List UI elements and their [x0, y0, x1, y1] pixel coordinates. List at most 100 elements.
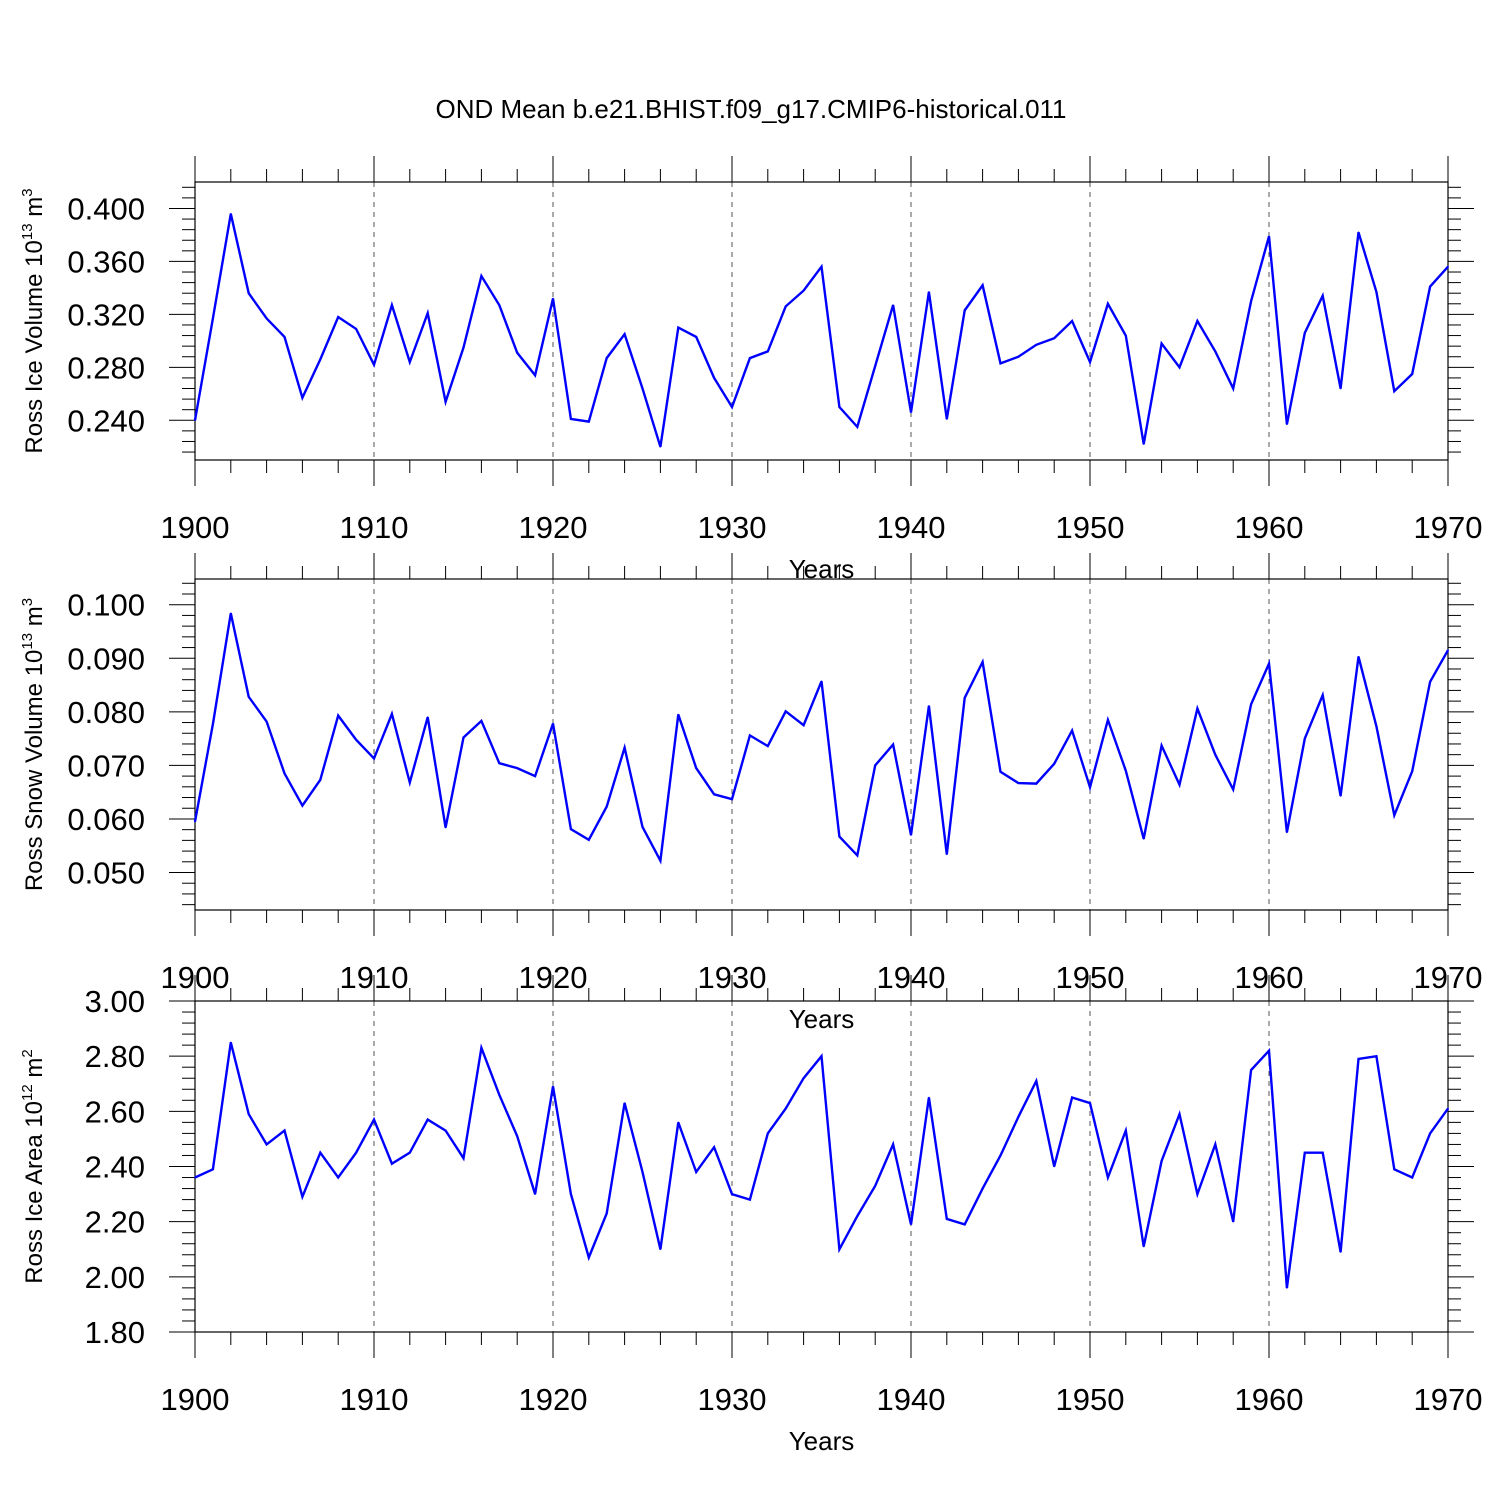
data-point: [820, 265, 823, 268]
data-point: [695, 1171, 697, 1173]
y-tick-label: 0.060: [67, 802, 145, 837]
y-axis-title-text: m: [21, 1058, 48, 1085]
data-point: [820, 1055, 823, 1057]
data-point: [355, 328, 357, 330]
y-tick-label: 2.00: [85, 1260, 145, 1295]
data-point: [462, 1157, 465, 1160]
y-axis-title-superscript: 2: [19, 1049, 36, 1057]
data-point: [391, 1162, 393, 1165]
x-tick-label: 1960: [1235, 1382, 1304, 1417]
data-point: [498, 762, 501, 765]
data-point: [820, 680, 823, 683]
data-point: [1268, 1049, 1270, 1052]
y-axis-title-superscript: 12: [19, 1084, 36, 1101]
data-point: [1339, 795, 1342, 797]
data-point: [1447, 649, 1449, 652]
plot-frame: [194, 1000, 1449, 1333]
data-point: [1196, 1193, 1199, 1195]
data-point: [910, 411, 912, 414]
y-tick-label: 0.100: [67, 588, 145, 623]
data-point: [838, 406, 841, 408]
data-point: [1429, 285, 1431, 288]
data-point: [1304, 1151, 1306, 1154]
data-point: [802, 724, 805, 727]
data-point: [444, 400, 447, 403]
data-point: [230, 212, 232, 215]
data-point: [588, 420, 590, 423]
data-point: [641, 826, 644, 828]
data-point: [892, 304, 894, 306]
x-tick-label: 1900: [161, 510, 230, 545]
data-point: [605, 357, 608, 359]
y-tick-label: 2.40: [85, 1150, 145, 1185]
data-point: [301, 1196, 304, 1198]
data-point: [283, 772, 286, 775]
y-tick-label: 2.80: [85, 1039, 145, 1074]
data-point: [767, 745, 769, 747]
data-point: [1214, 1143, 1217, 1146]
data-point: [1214, 350, 1217, 353]
x-tick-label: 1930: [698, 510, 767, 545]
data-point: [749, 734, 751, 737]
data-point: [588, 839, 590, 841]
data-point: [874, 365, 876, 367]
data-point: [1196, 320, 1199, 322]
data-point: [194, 419, 196, 422]
data-point: [1286, 423, 1288, 426]
data-point: [1411, 373, 1413, 375]
data-point: [1196, 707, 1199, 710]
data-point: [1107, 1176, 1109, 1179]
data-point: [641, 1171, 644, 1173]
data-point: [319, 358, 322, 361]
data-point: [1411, 1176, 1413, 1179]
data-point: [1089, 361, 1091, 363]
data-point: [1071, 1096, 1073, 1099]
data-point: [534, 775, 536, 777]
data-point: [409, 781, 411, 784]
data-point: [1160, 1160, 1163, 1162]
data-point: [247, 292, 250, 295]
data-point: [444, 1129, 447, 1132]
data-point: [373, 757, 375, 760]
y-axis-title-text: m: [21, 197, 48, 224]
data-point: [480, 1047, 483, 1049]
data-point: [1142, 1245, 1145, 1248]
y-tick-label: 0.360: [67, 244, 145, 279]
x-tick-label: 1950: [1056, 510, 1125, 545]
data-point: [265, 1143, 268, 1146]
data-point: [999, 771, 1002, 773]
data-point: [265, 720, 268, 723]
data-point: [1017, 782, 1020, 784]
data-point: [623, 746, 626, 749]
data-point: [1053, 762, 1055, 765]
data-point: [426, 312, 429, 314]
data-point: [784, 710, 787, 713]
data-point: [981, 1187, 984, 1190]
data-point: [516, 351, 518, 354]
data-point: [1268, 235, 1270, 238]
y-axis-title-text: Ross Ice Area 10: [21, 1101, 48, 1284]
data-point: [1429, 681, 1431, 683]
data-point: [1160, 744, 1163, 747]
x-axis-title: Years: [789, 1004, 855, 1034]
data-point: [659, 1248, 662, 1251]
y-axis-title-text: Ross Snow Volume 10: [21, 650, 48, 891]
data-point: [337, 1176, 340, 1179]
data-point: [963, 309, 966, 312]
data-point: [1268, 662, 1270, 665]
data-point: [409, 361, 411, 363]
data-point: [963, 697, 966, 699]
data-point: [534, 1193, 536, 1195]
data-point: [1250, 703, 1252, 706]
data-point: [1125, 334, 1127, 337]
data-point: [319, 779, 322, 781]
data-point: [659, 859, 662, 862]
data-point: [946, 853, 948, 856]
data-point: [910, 1223, 912, 1226]
data-point: [910, 834, 912, 836]
y-tick-label: 0.280: [67, 350, 145, 385]
data-point: [1411, 770, 1413, 773]
data-point: [1107, 719, 1109, 721]
